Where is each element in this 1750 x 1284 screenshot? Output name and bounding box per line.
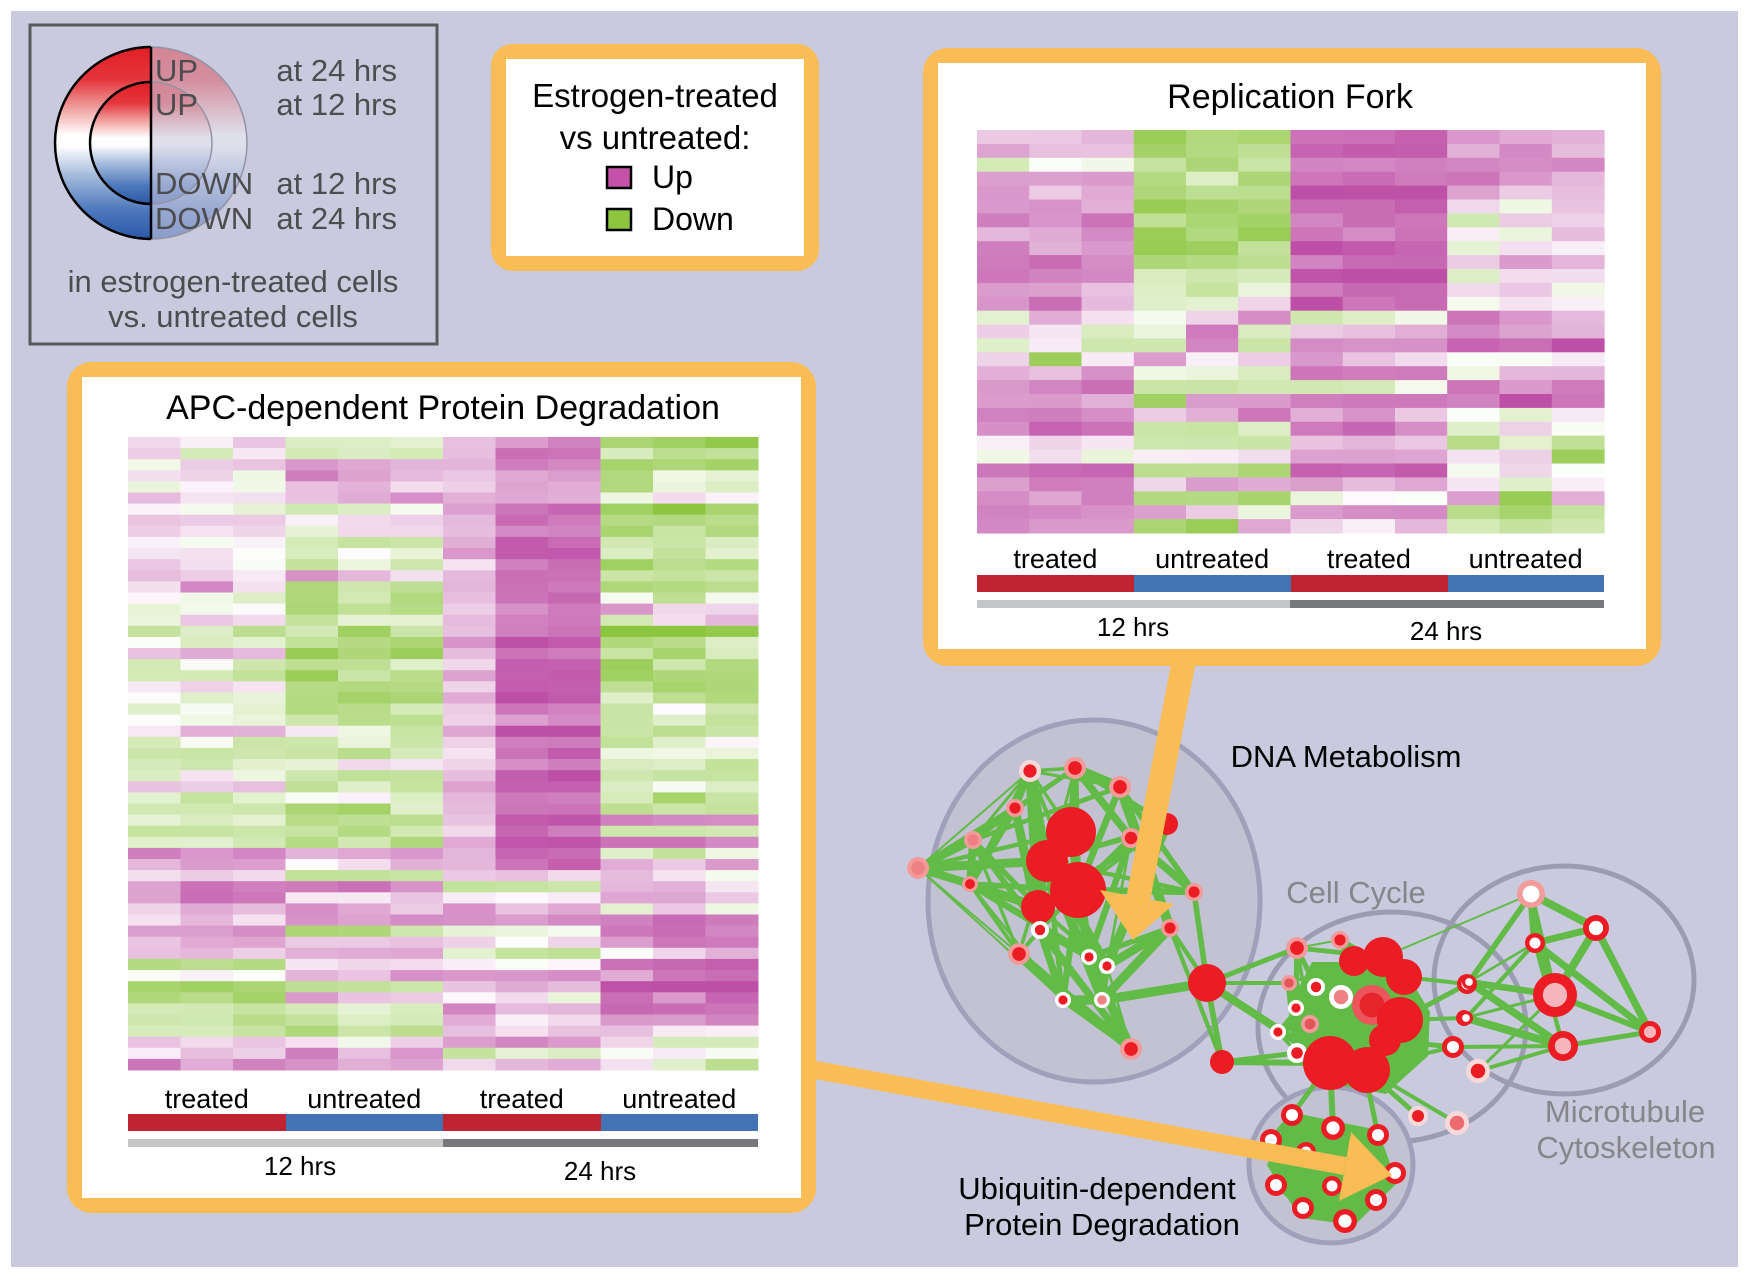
svg-text:Replication Fork: Replication Fork <box>1167 78 1414 116</box>
svg-text:untreated: untreated <box>622 1084 736 1114</box>
svg-text:Cytoskeleton: Cytoskeleton <box>1536 1130 1715 1165</box>
svg-text:at 12 hrs: at 12 hrs <box>276 87 397 122</box>
svg-text:DOWN: DOWN <box>155 201 253 236</box>
svg-text:APC-dependent Protein Degradat: APC-dependent Protein Degradation <box>166 389 720 427</box>
svg-text:DNA Metabolism: DNA Metabolism <box>1231 739 1462 774</box>
svg-text:24 hrs: 24 hrs <box>564 1156 636 1186</box>
svg-text:at 12 hrs: at 12 hrs <box>276 166 397 201</box>
svg-text:untreated: untreated <box>1469 544 1583 574</box>
svg-text:UP: UP <box>155 53 198 88</box>
svg-text:in estrogen-treated cells: in estrogen-treated cells <box>68 264 399 299</box>
svg-text:UP: UP <box>155 87 198 122</box>
svg-text:Protein Degradation: Protein Degradation <box>964 1207 1240 1242</box>
svg-text:Ubiquitin-dependent: Ubiquitin-dependent <box>958 1171 1236 1206</box>
svg-text:treated: treated <box>480 1084 564 1114</box>
svg-text:DOWN: DOWN <box>155 166 253 201</box>
svg-text:24 hrs: 24 hrs <box>1410 616 1482 646</box>
svg-text:Estrogen-treated: Estrogen-treated <box>532 77 778 114</box>
svg-text:Cell Cycle: Cell Cycle <box>1286 875 1426 910</box>
svg-text:treated: treated <box>1013 544 1097 574</box>
svg-text:untreated: untreated <box>307 1084 421 1114</box>
svg-text:treated: treated <box>165 1084 249 1114</box>
svg-text:12 hrs: 12 hrs <box>1097 612 1169 642</box>
svg-text:treated: treated <box>1327 544 1411 574</box>
svg-text:vs. untreated cells: vs. untreated cells <box>108 299 358 334</box>
svg-text:untreated: untreated <box>1155 544 1269 574</box>
svg-text:Down: Down <box>652 201 734 237</box>
svg-text:at 24 hrs: at 24 hrs <box>276 53 397 88</box>
svg-text:Up: Up <box>652 159 693 195</box>
svg-text:at 24 hrs: at 24 hrs <box>276 201 397 236</box>
svg-text:Microtubule: Microtubule <box>1545 1094 1705 1129</box>
svg-text:12 hrs: 12 hrs <box>264 1151 336 1181</box>
svg-text:vs untreated:: vs untreated: <box>560 119 751 156</box>
